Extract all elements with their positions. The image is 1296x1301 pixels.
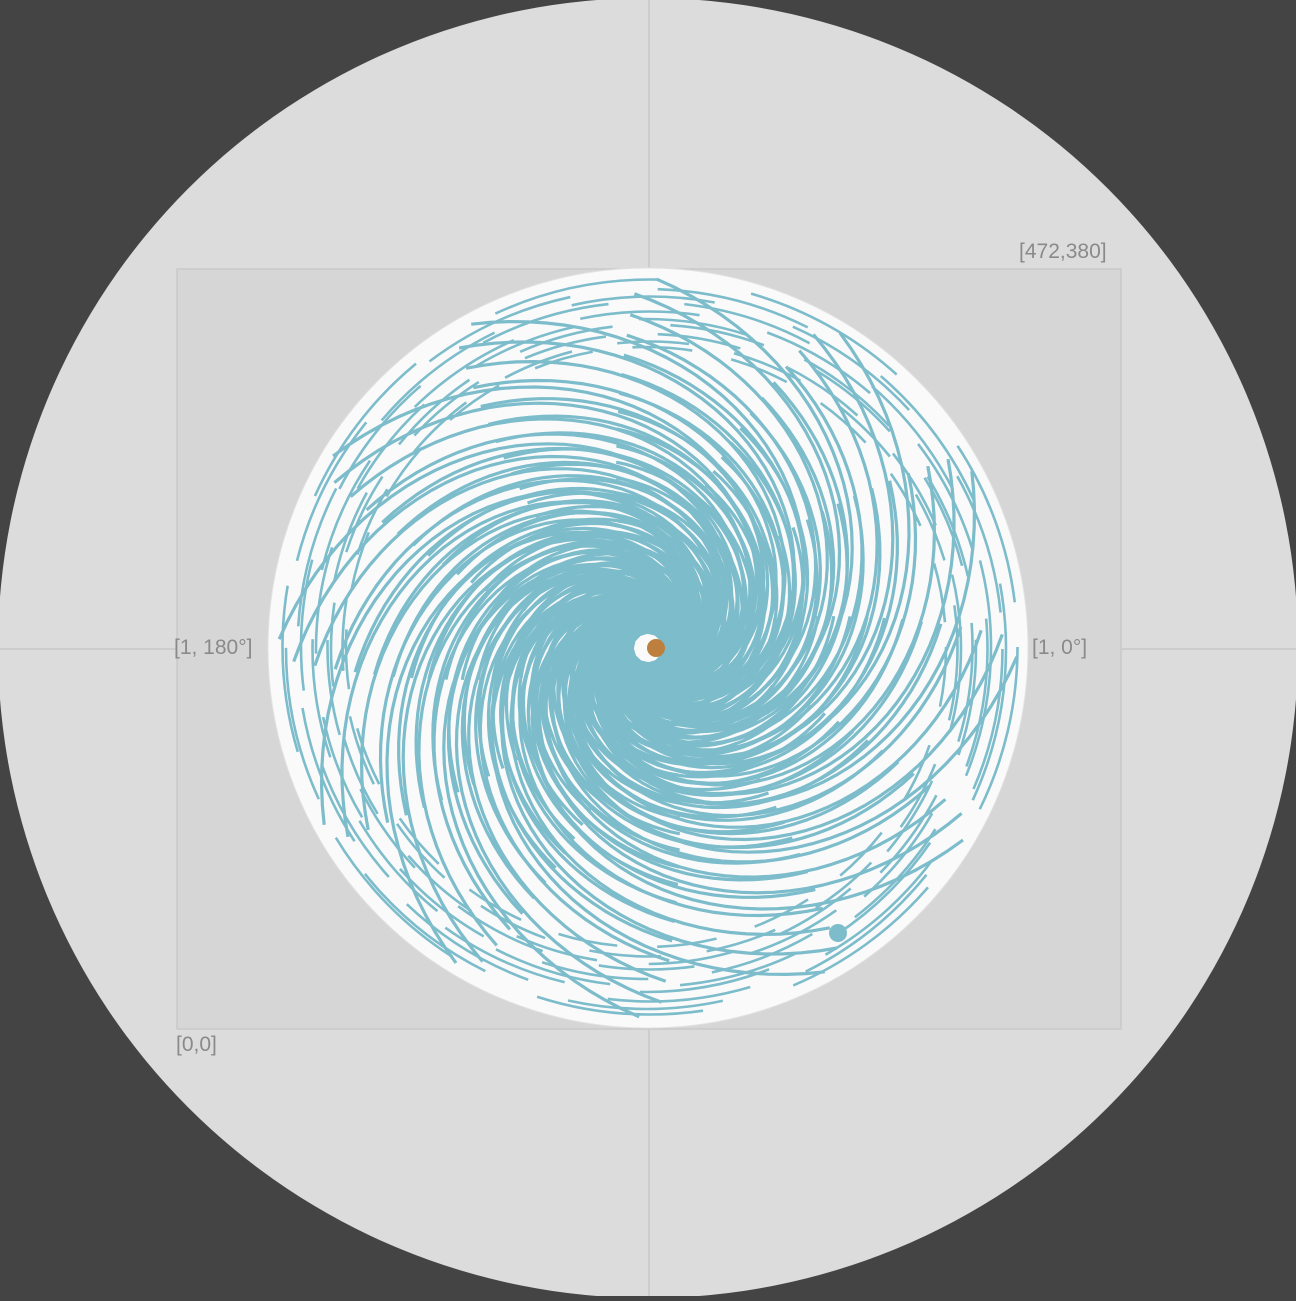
- spiral-arm-path: [500, 585, 679, 924]
- outer-sweep-path: [314, 317, 978, 981]
- outer-sweep-path: [311, 310, 989, 988]
- spiral-pattern-paths: [277, 277, 1019, 1019]
- spiral-arm-path: [563, 609, 680, 805]
- spiral-arm-path: [578, 614, 678, 777]
- spiral-arm-path: [556, 606, 681, 820]
- spiral-arm-path: [454, 567, 685, 1004]
- spiral-arm-path: [511, 589, 678, 905]
- spiral-arm-path: [570, 613, 769, 805]
- spiral-arm-path: [467, 572, 683, 983]
- spiral-arm-path: [518, 596, 824, 918]
- outer-sweep-path: [326, 323, 974, 971]
- end-position-marker: [829, 924, 847, 942]
- spiral-arm-path: [548, 603, 681, 836]
- max-corner-label: [472,380]: [1019, 240, 1107, 263]
- origin-corner-label: [0,0]: [176, 1033, 217, 1056]
- spiral-arm-path: [623, 629, 664, 682]
- spiral-arm-path: [596, 620, 674, 739]
- outer-sweep-path: [296, 295, 1004, 1003]
- spiral-arm-path: [620, 628, 664, 690]
- polar-0-label: [1, 0°]: [1032, 636, 1088, 659]
- spiral-arm-path: [584, 616, 677, 764]
- spiral-arm-path: [602, 622, 672, 728]
- outer-sweep-path: [299, 300, 993, 994]
- spiral-arm-path: [628, 630, 683, 675]
- spiral-arm-path: [607, 624, 669, 718]
- spiral-arm-path: [629, 632, 682, 673]
- spiral-arm-path: [539, 600, 680, 852]
- spiral-arm-path: [530, 596, 680, 869]
- spiral-arm-path: [563, 611, 777, 819]
- spiral-arm-path: [591, 618, 675, 751]
- outer-sweep-path: [329, 332, 963, 966]
- outer-sweep-path: [284, 287, 1008, 1011]
- outer-sweep-path: [344, 345, 948, 949]
- spiral-arm-path: [612, 625, 667, 708]
- start-position-marker: [647, 639, 665, 657]
- spiral-arm-path: [616, 627, 665, 698]
- spiral-arm-path: [571, 611, 679, 791]
- polar-180-label: [1, 180°]: [174, 636, 253, 659]
- spiral-arm-path: [526, 599, 816, 899]
- outer-sweep-path: [341, 340, 959, 958]
- outer-sweep-path: [281, 278, 1019, 1016]
- spiral-arm-path: [442, 562, 686, 1019]
- spiral-arm-path: [490, 581, 681, 943]
- spiral-arm-path: [478, 577, 682, 963]
- spiral-arm-path: [521, 593, 679, 887]
- spiral-arm-path: [626, 630, 675, 678]
